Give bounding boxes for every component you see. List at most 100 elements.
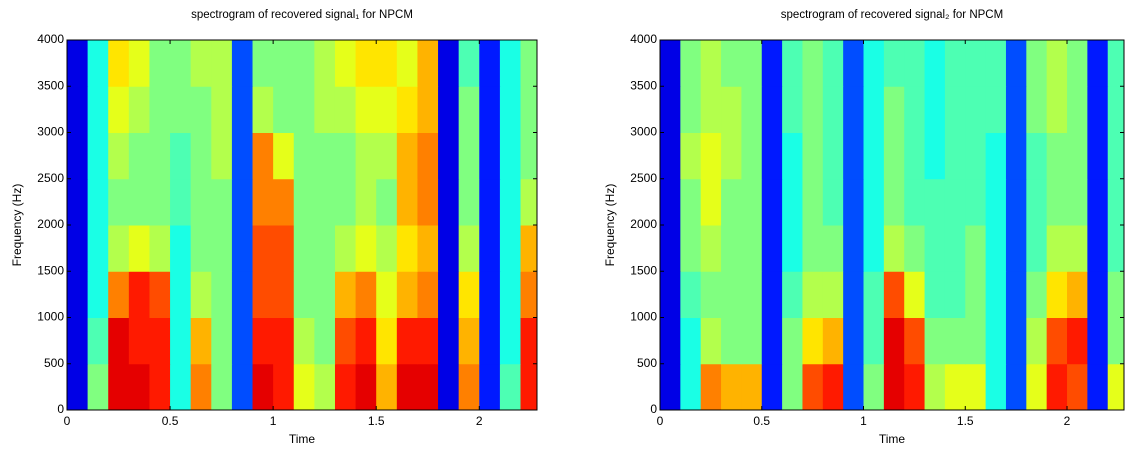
cell (1026, 271, 1048, 318)
cell (314, 363, 336, 410)
cell (965, 363, 987, 410)
y-tick-label: 3500 (37, 78, 64, 92)
cell (190, 317, 212, 365)
cell (438, 363, 460, 410)
cell (334, 363, 357, 410)
cell (761, 271, 783, 318)
cell (458, 317, 480, 365)
cell (965, 271, 987, 318)
cell (252, 40, 274, 87)
cell (1087, 271, 1109, 318)
cell (965, 86, 987, 133)
cell (660, 271, 681, 318)
cell (293, 225, 315, 272)
x-tick-label: 0.5 (162, 414, 179, 428)
cell (499, 363, 522, 410)
cell (822, 363, 844, 410)
cell (273, 271, 295, 318)
cell (355, 363, 377, 410)
cell (293, 271, 315, 318)
cell (1067, 225, 1088, 272)
cell (822, 225, 844, 272)
cell (1046, 132, 1068, 180)
cell (252, 317, 274, 365)
cell (108, 225, 130, 272)
cell (128, 363, 150, 410)
cell (904, 178, 926, 226)
cell (1067, 86, 1088, 133)
cell (700, 317, 722, 365)
cell (170, 271, 192, 318)
cell (924, 225, 946, 272)
cell (190, 132, 212, 180)
cell (108, 132, 130, 180)
cell (273, 132, 295, 180)
cell (822, 178, 844, 226)
cell (520, 40, 537, 87)
cell (417, 40, 439, 87)
cell (499, 86, 522, 133)
cell (128, 225, 150, 272)
cell (1046, 178, 1068, 226)
cell (211, 178, 233, 226)
cell (170, 86, 192, 133)
cell (741, 363, 763, 410)
cell (660, 132, 681, 180)
cell (128, 271, 150, 318)
cell (883, 225, 905, 272)
cell (1087, 317, 1109, 365)
cell (211, 271, 233, 318)
cell (843, 178, 865, 226)
cell (67, 363, 89, 410)
cell (87, 271, 109, 318)
cell (87, 86, 109, 133)
cell (924, 132, 946, 180)
cell (761, 178, 783, 226)
cell (211, 363, 233, 410)
cell (67, 40, 89, 87)
cell (355, 317, 377, 365)
cell (700, 178, 722, 226)
cells (67, 40, 537, 410)
cell (108, 86, 130, 133)
cell (1107, 363, 1124, 410)
cell (67, 317, 89, 365)
cell (149, 40, 171, 87)
cell (273, 363, 295, 410)
cell (985, 271, 1007, 318)
cell (499, 132, 522, 180)
cell (396, 178, 418, 226)
cell (843, 86, 865, 133)
cell (863, 86, 885, 133)
x-tick-label: 1.5 (368, 414, 385, 428)
cell (231, 86, 254, 133)
cell (863, 225, 885, 272)
cell (822, 132, 844, 180)
cell (87, 178, 109, 226)
cell (822, 86, 844, 133)
cell (479, 86, 501, 133)
cell (458, 178, 480, 226)
cell (149, 86, 171, 133)
cell (396, 86, 418, 133)
cell (128, 132, 150, 180)
cell (438, 86, 460, 133)
cell (843, 271, 865, 318)
cell (87, 132, 109, 180)
y-tick-label: 2500 (630, 171, 657, 185)
cell (211, 225, 233, 272)
cell (417, 225, 439, 272)
cell (1067, 317, 1088, 365)
cell (1026, 178, 1048, 226)
cell (1005, 132, 1027, 180)
cell (334, 40, 357, 87)
cell (802, 225, 824, 272)
cell (680, 132, 702, 180)
cell (520, 271, 537, 318)
cell (314, 40, 336, 87)
cell (376, 317, 398, 365)
cell (1046, 225, 1068, 272)
x-axis-label: Time (879, 432, 906, 446)
cell (660, 225, 681, 272)
cell (741, 178, 763, 226)
